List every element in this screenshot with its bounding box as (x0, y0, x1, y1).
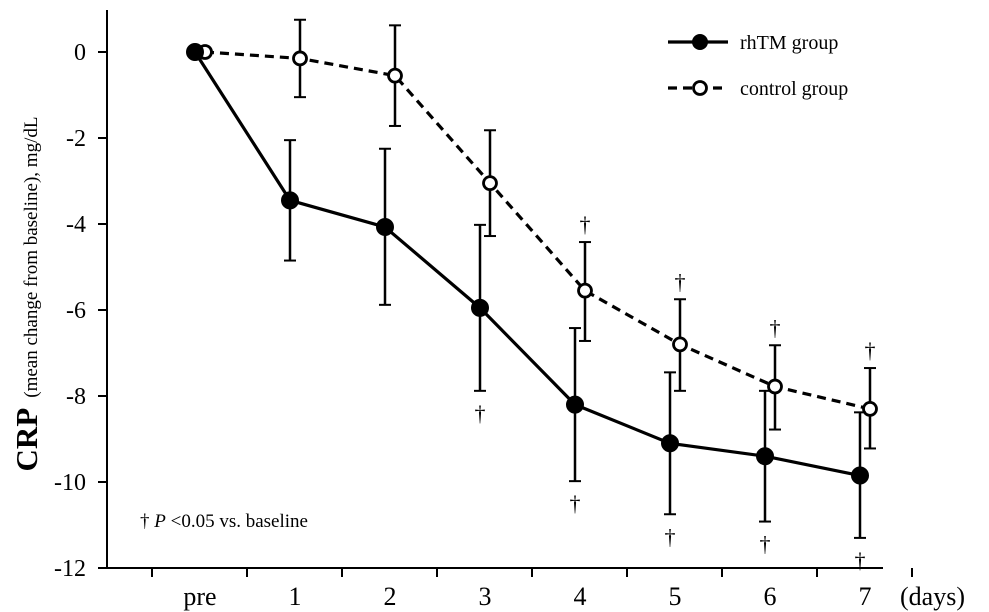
legend-item: control group (668, 78, 848, 100)
axes (106, 10, 883, 569)
significance-dagger: † (770, 315, 781, 340)
data-point (672, 336, 688, 353)
significance-dagger: † (865, 338, 876, 363)
legend-marker (692, 34, 708, 50)
x-tick-label: 2 (384, 582, 397, 611)
x-tick-label: 6 (764, 582, 777, 611)
x-tick-label: 5 (669, 582, 682, 611)
series-line (204, 50, 871, 411)
legend-label: control group (740, 78, 848, 100)
series-line (193, 51, 861, 478)
significance-dagger: † (760, 532, 771, 557)
y-axis-label-sub: (mean change from baseline), mg/dL (21, 117, 42, 398)
y-axis-label: CRP (mean change from baseline), mg/dL (9, 117, 44, 472)
y-tick-label: -12 (54, 556, 86, 582)
data-point (577, 282, 593, 299)
x-tick-label: 1 (289, 582, 302, 611)
x-axis-unit-label: (days) (900, 582, 965, 611)
x-tick-label: pre (183, 582, 216, 611)
footnote: † P <0.05 vs. baseline (140, 511, 308, 532)
footnote-text: <0.05 vs. baseline (171, 511, 308, 532)
data-point (482, 175, 498, 192)
significance-dagger: † (475, 401, 486, 426)
data-point (387, 67, 403, 84)
x-tick-label: 3 (479, 582, 492, 611)
y-ticks: 0 -2 -4 -6 -8 -10 -12 (54, 40, 107, 582)
legend-item: rhTM group (668, 32, 838, 54)
data-point (767, 378, 783, 395)
y-tick-label: 0 (74, 40, 86, 66)
significance-dagger: † (675, 269, 686, 294)
data-point (862, 400, 878, 417)
footnote-symbol: † (140, 511, 150, 532)
data-point (292, 50, 308, 67)
data-point (376, 218, 394, 237)
significance-dagger: † (570, 491, 581, 516)
data-point (566, 395, 584, 414)
data-point (281, 191, 299, 210)
data-point (851, 466, 869, 485)
significance-dagger: † (855, 548, 866, 573)
x-tick-label: 4 (574, 582, 587, 611)
y-tick-label: -2 (66, 126, 86, 152)
legend: rhTM group control group (668, 32, 848, 100)
footnote-p-letter: P (153, 511, 166, 532)
legend-marker (692, 80, 708, 96)
series-control: † † † † (197, 18, 878, 450)
data-point (756, 447, 774, 466)
y-tick-label: -4 (66, 212, 86, 238)
data-point (661, 434, 679, 453)
plot-area: † † † † † † † † † (186, 18, 878, 573)
significance-dagger: † (580, 212, 591, 237)
y-tick-label: -10 (54, 470, 86, 496)
series-rhtm: † † † † † (186, 43, 869, 573)
y-tick-label: -8 (66, 384, 86, 410)
y-tick-label: -6 (66, 298, 86, 324)
y-axis-label-main: CRP (9, 408, 44, 472)
data-point (471, 298, 489, 317)
x-tick-label: 7 (859, 582, 872, 611)
x-ticks: pre 1 2 3 4 5 6 7 (151, 568, 913, 611)
legend-label: rhTM group (740, 32, 838, 54)
data-point (186, 43, 204, 61)
significance-dagger: † (665, 524, 676, 549)
